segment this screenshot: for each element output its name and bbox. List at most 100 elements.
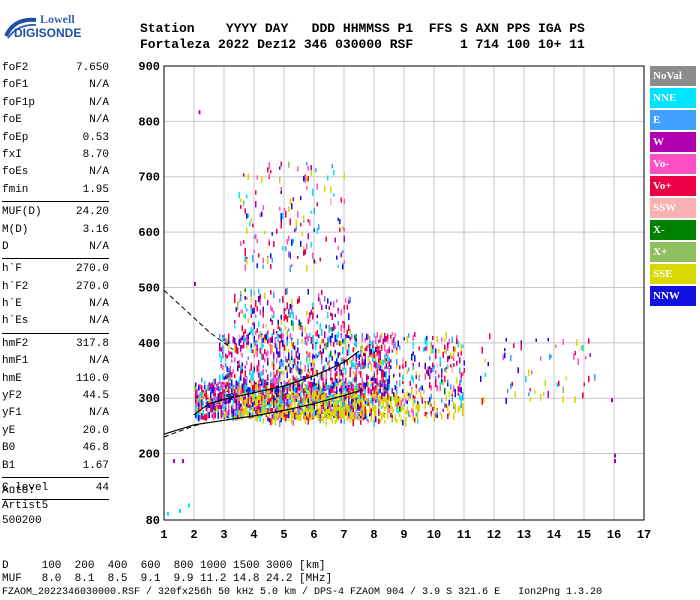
echo-point [330,312,332,317]
echo-point [297,298,299,305]
echo-point [211,382,213,389]
echo-point [219,390,221,398]
echo-point [330,393,332,398]
echo-point [313,392,315,398]
isolated-echo [173,459,175,464]
echo-point [387,380,389,385]
dashed-curve-lower [163,421,210,438]
echo-point [327,175,329,181]
echo-point [223,405,225,412]
echo-point [550,354,552,358]
echo-point [231,388,233,393]
echo-point [301,332,303,337]
echo-point [283,385,285,393]
echo-point [339,340,341,347]
echo-point [462,372,464,376]
echo-point [402,364,404,369]
echo-point [279,414,281,419]
echo-point [388,357,390,362]
echo-point [292,412,294,419]
echo-point [274,403,276,408]
echo-point [276,343,278,348]
echo-point [253,342,255,348]
echo-point [402,420,404,426]
echo-point [321,388,323,395]
echo-point [286,410,288,416]
echo-point [270,264,272,270]
echo-point [400,407,402,413]
echo-point [385,387,387,391]
echo-point [400,417,402,422]
echo-point [430,348,432,354]
echo-point [336,299,338,303]
echo-point [457,386,459,392]
echo-point [390,412,392,418]
isolated-echo [167,511,169,516]
echo-point [429,374,431,380]
echo-point [240,204,242,209]
echo-point [307,390,309,395]
echo-point [286,373,288,379]
echo-point [535,338,537,342]
echo-point [271,320,273,325]
echo-point [316,404,318,410]
echo-point [231,379,233,386]
echo-point [382,403,384,408]
echo-point [322,338,324,343]
param-value: N/A [89,96,109,109]
echo-point [219,402,221,410]
echo-point [394,394,396,400]
echo-point [340,369,342,376]
echo-point [232,384,234,391]
echo-point [411,388,413,395]
echo-point [217,412,219,419]
param-row: foEp 0.53 [2,130,109,147]
echo-point [378,353,380,359]
echo-point [316,370,318,377]
echo-point [348,313,350,320]
echo-point [348,344,350,348]
echo-point [312,369,314,376]
echo-point [292,197,294,202]
echo-point [574,396,576,404]
echo-point [505,397,507,405]
echo-point [259,407,261,414]
echo-point [262,310,264,318]
echo-point [336,416,338,423]
echo-point [297,255,299,259]
echo-point [315,402,317,406]
echo-point [328,353,330,359]
echo-point [252,308,254,314]
echo-point [343,305,345,310]
echo-point [373,332,375,338]
echo-point [396,402,398,407]
echo-point [219,377,221,385]
echo-point [252,321,254,326]
echo-point [273,395,275,403]
echo-point [271,336,273,343]
echo-point [270,349,272,355]
echo-point [318,384,320,391]
echo-point [291,341,293,348]
echo-point [243,240,245,244]
param-value: 1.67 [82,459,109,472]
echo-point [255,387,257,392]
echo-point [217,393,219,401]
y-tick-label: 600 [138,226,160,240]
echo-point [414,399,416,404]
param-row: foEs N/A [2,164,109,181]
x-tick-label: 5 [280,528,287,542]
param-row: MUF(D) 24.20 [2,204,109,221]
param-name: h`F2 [2,280,29,293]
echo-point [384,396,386,403]
echo-point [397,405,399,410]
param-row: h`F2 270.0 [2,279,109,296]
echo-point [318,379,320,384]
echo-point [324,364,326,372]
x-tick-label: 8 [370,528,377,542]
echo-point [231,359,233,363]
echo-point [282,246,284,251]
echo-point [280,314,282,320]
echo-point [436,414,438,418]
echo-point [573,353,575,360]
